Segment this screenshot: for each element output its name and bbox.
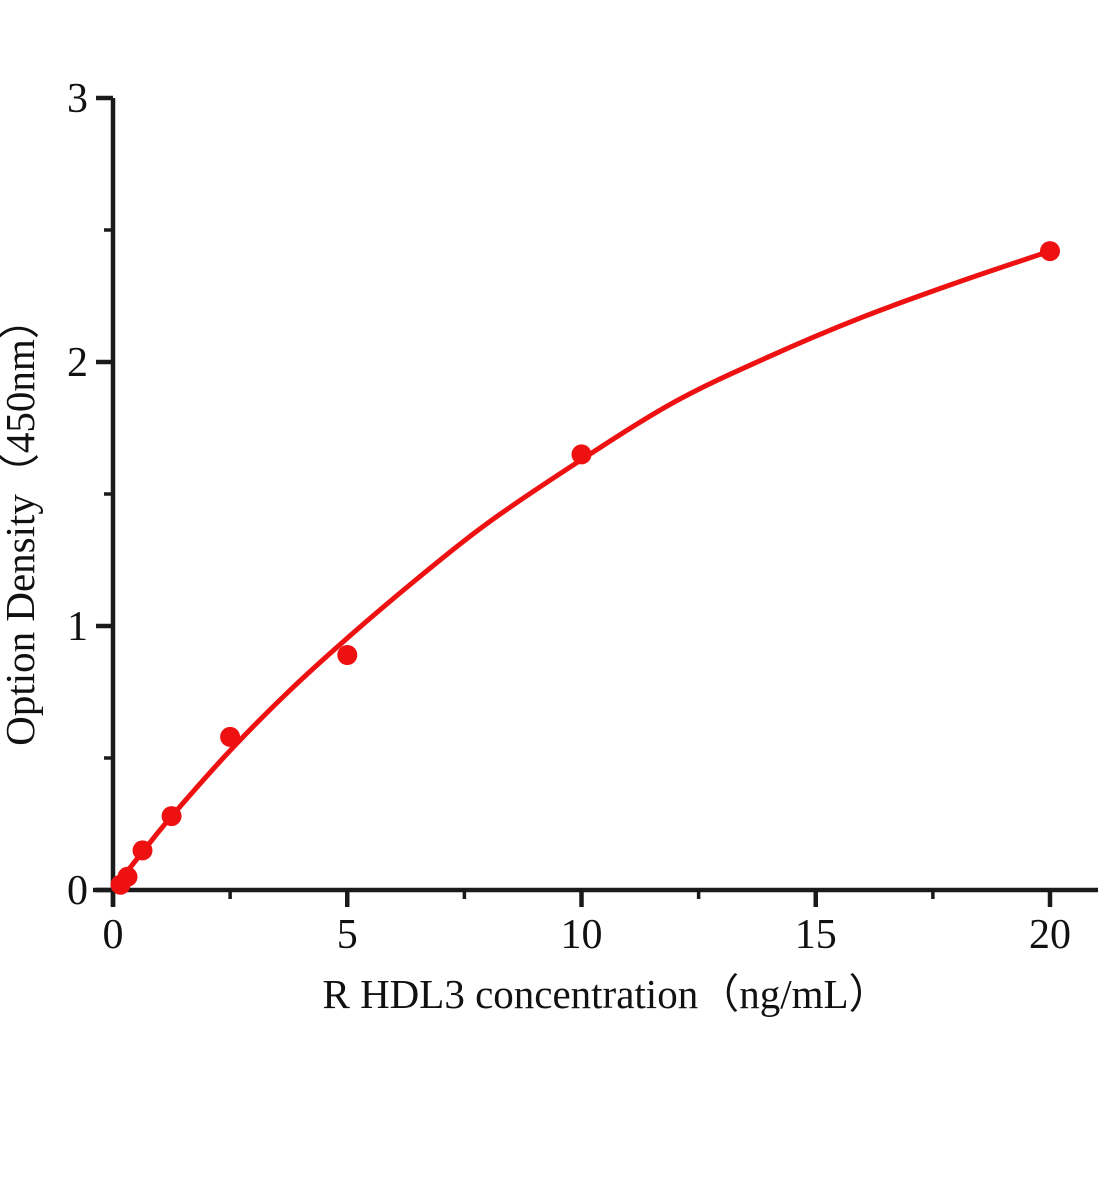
tick-labels: 0 5 10 15 20 0 1 2 3 xyxy=(67,76,1071,958)
y-tick-label: 3 xyxy=(67,76,88,122)
y-tick-label: 0 xyxy=(67,868,88,914)
axis-lines xyxy=(93,98,1098,906)
data-point-marker xyxy=(117,866,138,887)
x-tick-label: 5 xyxy=(337,912,358,958)
x-axis-title: R HDL3 concentration（ng/mL） xyxy=(322,971,889,1017)
y-tick-label: 2 xyxy=(67,340,88,386)
fit-curve-line xyxy=(118,248,1053,883)
plot-series xyxy=(110,241,1060,895)
y-axis-title: Option Density（450nm） xyxy=(0,298,43,746)
y-tick-label: 1 xyxy=(67,604,88,650)
data-point-marker xyxy=(337,645,358,665)
x-tick-label: 20 xyxy=(1029,912,1071,958)
x-tick-label: 0 xyxy=(103,912,124,958)
x-tick-label: 10 xyxy=(561,912,603,958)
tick-marks xyxy=(96,95,1053,907)
x-tick-label: 15 xyxy=(795,912,837,958)
